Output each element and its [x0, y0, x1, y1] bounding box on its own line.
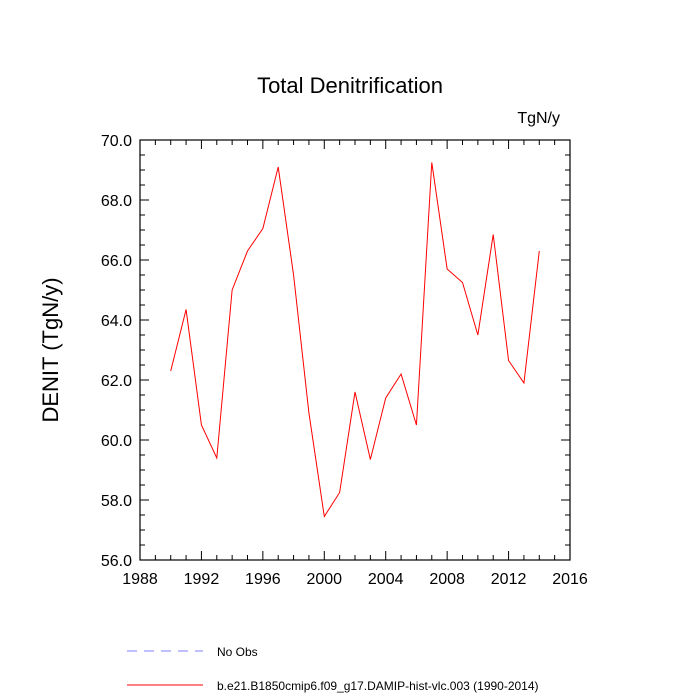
y-tick-label: 60.0: [101, 433, 132, 450]
y-tick-label: 56.0: [101, 553, 132, 570]
x-tick-label: 1996: [245, 571, 281, 588]
chart-title: Total Denitrification: [257, 73, 443, 98]
y-axis: 56.0 58.0 60.0 62.0 64.0 66.0 68.0 70.0: [101, 133, 570, 570]
series-line: [170, 162, 540, 518]
x-axis: 1988 1992 1996 2000 2004 2008 2012 2016: [122, 140, 588, 588]
y-tick-label: 70.0: [101, 133, 132, 150]
x-tick-label: 2008: [429, 571, 465, 588]
x-tick-label: 2012: [491, 571, 527, 588]
x-tick-label: 2004: [368, 571, 404, 588]
y-axis-label: DENIT (TgN/y): [38, 277, 63, 422]
plot-frame: [139, 139, 571, 561]
x-tick-label: 2000: [306, 571, 342, 588]
y-tick-label: 66.0: [101, 253, 132, 270]
y-tick-label: 64.0: [101, 313, 132, 330]
y-tick-label: 58.0: [101, 493, 132, 510]
x-tick-label: 2016: [552, 571, 588, 588]
legend-label: No Obs: [217, 645, 258, 659]
plot-border: [139, 139, 571, 561]
legend: No Obs b.e21.B1850cmip6.f09_g17.DAMIP-his…: [127, 645, 539, 693]
series-layer: [170, 162, 540, 518]
x-tick-label: 1988: [122, 571, 158, 588]
y-tick-label: 68.0: [101, 193, 132, 210]
x-tick-label: 1992: [184, 571, 220, 588]
y-tick-label: 62.0: [101, 373, 132, 390]
legend-label: b.e21.B1850cmip6.f09_g17.DAMIP-hist-vlc.…: [217, 679, 539, 693]
units-label: TgN/y: [517, 110, 560, 127]
